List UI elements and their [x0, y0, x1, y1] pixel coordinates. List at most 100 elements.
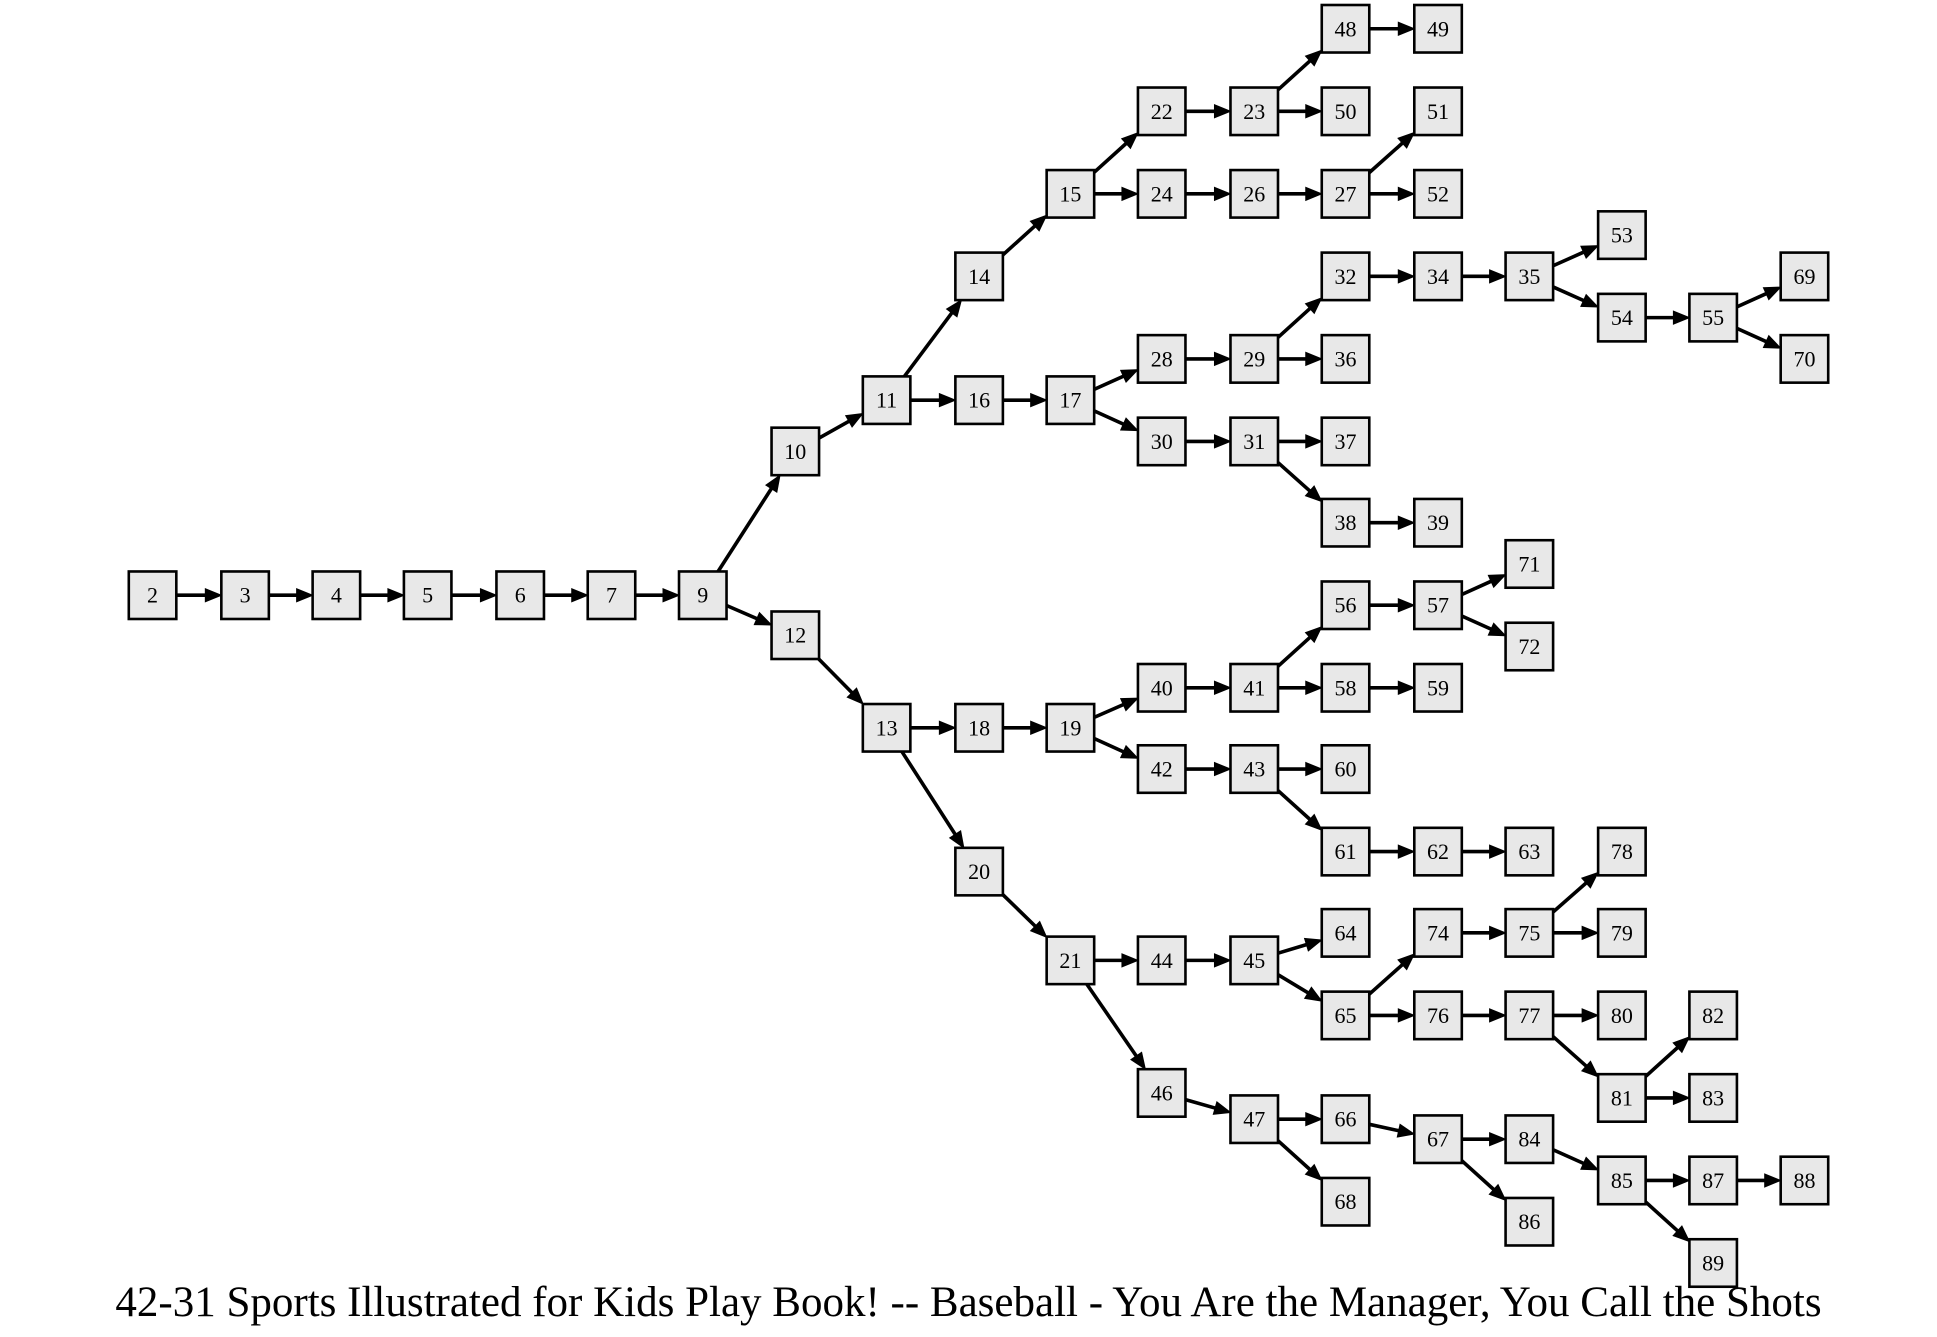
node-57: 57 [1412, 580, 1464, 631]
edge-line [1277, 942, 1307, 955]
node-box [1504, 538, 1555, 590]
edge-55-69 [1736, 286, 1782, 309]
node-box [1320, 86, 1371, 137]
arrowhead-icon [1397, 515, 1416, 530]
edge-line [725, 603, 758, 621]
node-box [954, 251, 1005, 302]
node-31: 31 [1229, 416, 1280, 467]
node-55: 55 [1688, 292, 1739, 343]
arrowhead-icon [479, 587, 498, 603]
node-box [1779, 251, 1830, 302]
arrowhead-icon [1303, 986, 1323, 1002]
node-64: 64 [1320, 907, 1371, 958]
node-39: 39 [1412, 497, 1464, 548]
arrowhead-icon [1397, 1008, 1416, 1023]
edge-15-22 [1092, 131, 1139, 174]
node-label: 12 [784, 623, 806, 648]
node-29: 29 [1229, 333, 1280, 384]
node-box [1320, 251, 1371, 302]
edge-35-53 [1552, 245, 1600, 268]
edge-15-24 [1094, 186, 1140, 202]
node-label: 11 [876, 388, 897, 413]
node-label: 18 [968, 715, 990, 740]
node-45: 45 [1229, 935, 1280, 986]
arrowhead-icon [1580, 245, 1600, 260]
edge-line [1093, 702, 1125, 720]
edge-23-50 [1277, 104, 1324, 119]
node-7: 7 [586, 570, 637, 621]
node-47: 47 [1229, 1094, 1280, 1145]
node-label: 71 [1518, 551, 1540, 576]
edge-35-54 [1552, 285, 1600, 308]
node-59: 59 [1412, 662, 1464, 713]
edge-13-20 [900, 750, 965, 849]
edge-61-62 [1369, 844, 1416, 859]
node-label: 3 [240, 583, 251, 608]
node-77: 77 [1504, 990, 1555, 1041]
node-label: 28 [1151, 346, 1173, 371]
edge-7-9 [635, 587, 681, 603]
edge-21-46 [1085, 983, 1147, 1071]
node-box [1229, 1094, 1280, 1145]
edge-2-3 [176, 587, 223, 603]
edge-line [1551, 881, 1588, 914]
node-75: 75 [1504, 907, 1555, 958]
node-box [1320, 826, 1371, 877]
arrowhead-icon [1213, 104, 1232, 119]
edge-line [1461, 614, 1492, 631]
edge-9-12 [725, 603, 773, 626]
edge-line [1276, 789, 1312, 821]
node-box [1320, 168, 1371, 219]
node-label: 38 [1335, 510, 1357, 535]
node-label: 43 [1243, 757, 1265, 782]
edge-47-66 [1277, 1111, 1324, 1127]
node-box [1504, 251, 1555, 302]
edge-line [1551, 1035, 1588, 1068]
node-32: 32 [1320, 251, 1371, 302]
node-label: 57 [1427, 593, 1449, 618]
arrowhead-icon [1213, 761, 1232, 777]
edge-85-87 [1645, 1173, 1691, 1188]
edge-75-79 [1553, 925, 1600, 941]
node-16: 16 [954, 375, 1005, 426]
arrowhead-icon [1030, 392, 1048, 408]
node-21: 21 [1045, 935, 1096, 986]
arrowhead-icon [1489, 1131, 1507, 1147]
arrowhead-icon [1304, 296, 1323, 315]
arrowhead-icon [662, 587, 681, 603]
node-50: 50 [1320, 86, 1371, 137]
node-box [1045, 935, 1096, 986]
node-box [1504, 990, 1555, 1041]
node-box [1412, 3, 1464, 54]
edge-4-5 [360, 587, 406, 603]
edge-line [1368, 141, 1404, 174]
node-label: 30 [1151, 429, 1173, 454]
node-11: 11 [861, 375, 912, 426]
node-4: 4 [311, 570, 362, 621]
edge-41-58 [1277, 680, 1324, 696]
arrowhead-icon [1304, 1163, 1323, 1182]
node-box [1229, 86, 1280, 137]
node-box [1320, 662, 1371, 713]
node-78: 78 [1596, 826, 1647, 877]
node-label: 56 [1335, 593, 1357, 618]
arrowhead-icon [1305, 761, 1324, 777]
edge-line [1368, 1122, 1400, 1133]
edge-26-27 [1277, 186, 1324, 202]
node-86: 86 [1504, 1196, 1555, 1247]
edge-75-78 [1551, 871, 1600, 914]
node-box [1136, 416, 1187, 467]
node-label: 59 [1427, 675, 1449, 700]
arrowhead-icon [1213, 680, 1232, 696]
edges-layer [176, 21, 1783, 1243]
node-box [1045, 702, 1096, 753]
arrowhead-icon [1304, 813, 1323, 831]
node-box [1045, 375, 1096, 426]
node-box [1504, 907, 1555, 958]
node-44: 44 [1136, 935, 1187, 986]
arrowhead-icon [1397, 597, 1416, 613]
node-label: 45 [1243, 948, 1265, 973]
edge-77-80 [1553, 1008, 1600, 1023]
arrowhead-icon [1120, 131, 1139, 150]
arrowhead-icon [1030, 720, 1048, 736]
